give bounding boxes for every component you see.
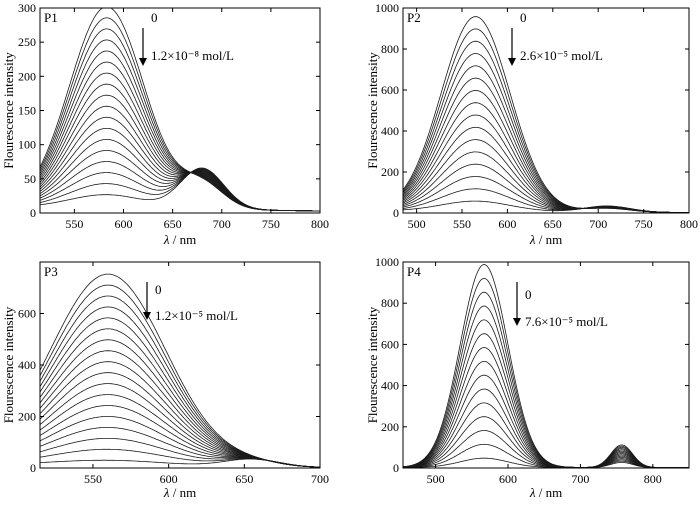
p4-y-tick-label-5: 1000	[375, 255, 399, 269]
p1-y-tick-label-1: 50	[24, 172, 36, 186]
p3-arrow-head	[143, 312, 151, 320]
p3-y-tick-label-1: 200	[18, 410, 36, 424]
p4-spectrum-14	[402, 457, 689, 468]
p1-x-tick-label-1: 600	[115, 217, 133, 231]
p2-x-ticks: 500 550 600 650 700 750 800	[408, 8, 698, 231]
p2-x-axis-unit: / nm	[535, 232, 562, 247]
p3-x-tick-label-2: 650	[235, 472, 253, 486]
p2-y-tick-label-4: 800	[381, 42, 399, 56]
p1-panel-label: P1	[44, 10, 58, 25]
p2-x-tick-label-4: 700	[589, 217, 607, 231]
p3-x-axis-symbol: λ	[163, 485, 170, 500]
p4-y-tick-label-4: 800	[381, 296, 399, 310]
p2-x-tick-label-3: 650	[544, 217, 562, 231]
p1-x-axis-unit: / nm	[169, 232, 196, 247]
p3-panel-label: P3	[44, 264, 58, 279]
p4-x-tick-label-2: 700	[571, 472, 589, 486]
p2-y-axis-label: Flourescence intensity	[365, 52, 380, 169]
p2-y-ticks: 0 200 400 600 800 1000	[375, 1, 689, 220]
p1-y-tick-label-4: 200	[18, 69, 36, 83]
p4-x-axis-unit: / nm	[535, 485, 562, 500]
p3-x-tick-label-0: 550	[84, 472, 102, 486]
p3-y-tick-label-0: 0	[30, 461, 36, 475]
p1-y-tick-label-6: 300	[18, 1, 36, 15]
p4-x-ticks: 500 600 700 800	[427, 262, 662, 486]
p4-y-tick-label-2: 400	[381, 379, 399, 393]
p4-y-tick-label-1: 200	[381, 420, 399, 434]
p1-arrow-head	[139, 58, 147, 66]
p2-y-tick-label-0: 0	[393, 206, 399, 220]
p4-plot-frame	[402, 261, 690, 469]
p3-annotation-end: 1.2×10⁻⁵ mol/L	[155, 308, 238, 323]
chart-p4: 500 600 700 800 0 200 400 600 800 1000 P4 Floure…	[365, 255, 690, 500]
p3-x-tick-label-3: 700	[311, 472, 329, 486]
p4-y-tick-label-0: 0	[393, 461, 399, 475]
p4-x-axis-symbol: λ	[529, 485, 536, 500]
p4-y-tick-label-3: 600	[381, 337, 399, 351]
p3-y-tick-label-2: 400	[18, 358, 36, 372]
p2-panel-label: P2	[407, 10, 421, 25]
p2-x-axis-label: λ / nm	[529, 232, 562, 247]
p1-x-tick-label-5: 800	[311, 217, 329, 231]
p1-annotation-start: 0	[151, 10, 158, 25]
p1-y-tick-label-0: 0	[30, 206, 36, 220]
p2-y-tick-label-3: 600	[381, 83, 399, 97]
p4-x-tick-label-3: 800	[644, 472, 662, 486]
p1-x-axis-label: λ / nm	[163, 232, 196, 247]
p2-y-tick-label-2: 400	[381, 124, 399, 138]
p2-x-tick-label-1: 550	[453, 217, 471, 231]
p4-annotation-end: 7.6×10⁻⁵ mol/L	[525, 314, 608, 329]
p4-x-tick-label-1: 600	[499, 472, 517, 486]
p2-annotation-start: 0	[520, 10, 527, 25]
p2-spectrum-15	[403, 200, 689, 213]
p2-plot-frame	[402, 7, 690, 214]
p1-x-tick-label-4: 750	[262, 217, 280, 231]
p3-x-ticks: 550 600 650 700	[84, 262, 329, 486]
p2-curves	[402, 16, 689, 213]
p3-y-axis-label: Flourescence intensity	[1, 306, 16, 423]
p2-arrow-head	[508, 58, 516, 66]
p4-arrow-head	[513, 318, 521, 326]
p1-curves	[39, 7, 320, 212]
p4-x-tick-label-0: 500	[427, 472, 445, 486]
p3-x-tick-label-1: 600	[160, 472, 178, 486]
p3-x-axis-label: λ / nm	[163, 485, 196, 500]
chart-p3: 550 600 650 700 0 200 400 600 P3 Flourescence …	[1, 261, 329, 500]
p2-y-tick-label-5: 1000	[375, 1, 399, 15]
p1-y-tick-label-3: 150	[18, 104, 36, 118]
p1-y-tick-label-2: 100	[18, 138, 36, 152]
p3-curves	[39, 273, 320, 468]
chart-p2: 500 550 600 650 700 750 800 02004006008001000 …	[365, 1, 698, 247]
p3-spectrum-17	[40, 458, 320, 468]
p4-annotation-start: 0	[525, 287, 532, 302]
p1-annotation-end: 1.2×10⁻⁸ mol/L	[151, 48, 234, 63]
p1-y-ticks: 0 50 100 150 200 250 300	[18, 1, 320, 220]
p3-x-axis-unit: / nm	[169, 485, 196, 500]
p3-annotation-start: 0	[155, 282, 162, 297]
p2-x-tick-label-2: 600	[498, 217, 516, 231]
p3-y-ticks: 0 200 400 600	[18, 307, 320, 475]
p4-y-ticks: 0 200 400 600 800 1000	[375, 255, 689, 475]
p1-spectrum-17	[39, 167, 320, 212]
p2-y-tick-label-1: 200	[381, 165, 399, 179]
p4-panel-label: P4	[407, 264, 421, 279]
p2-x-tick-label-6: 800	[680, 217, 698, 231]
p2-annotation-end: 2.6×10⁻⁵ mol/L	[520, 48, 603, 63]
chart-p1: 550 600 650 700 750 800 0 50 100 150 200 250 300 P1…	[1, 1, 329, 247]
p4-y-axis-label: Flourescence intensity	[365, 306, 380, 423]
p2-x-tick-label-0: 500	[408, 217, 426, 231]
p1-y-axis-label: Flourescence intensity	[1, 52, 16, 169]
p1-x-tick-label-2: 650	[164, 217, 182, 231]
p4-curves	[402, 264, 689, 468]
p4-x-axis-label: λ / nm	[529, 485, 562, 500]
p2-x-axis-symbol: λ	[529, 232, 536, 247]
p1-x-tick-label-3: 700	[213, 217, 231, 231]
p1-y-tick-label-5: 250	[18, 35, 36, 49]
p1-x-ticks: 550 600 650 700 750 800	[65, 8, 329, 231]
p1-x-axis-symbol: λ	[163, 232, 170, 247]
p1-x-tick-label-0: 550	[65, 217, 83, 231]
p3-y-tick-label-3: 600	[18, 307, 36, 321]
p2-x-tick-label-5: 750	[635, 217, 653, 231]
